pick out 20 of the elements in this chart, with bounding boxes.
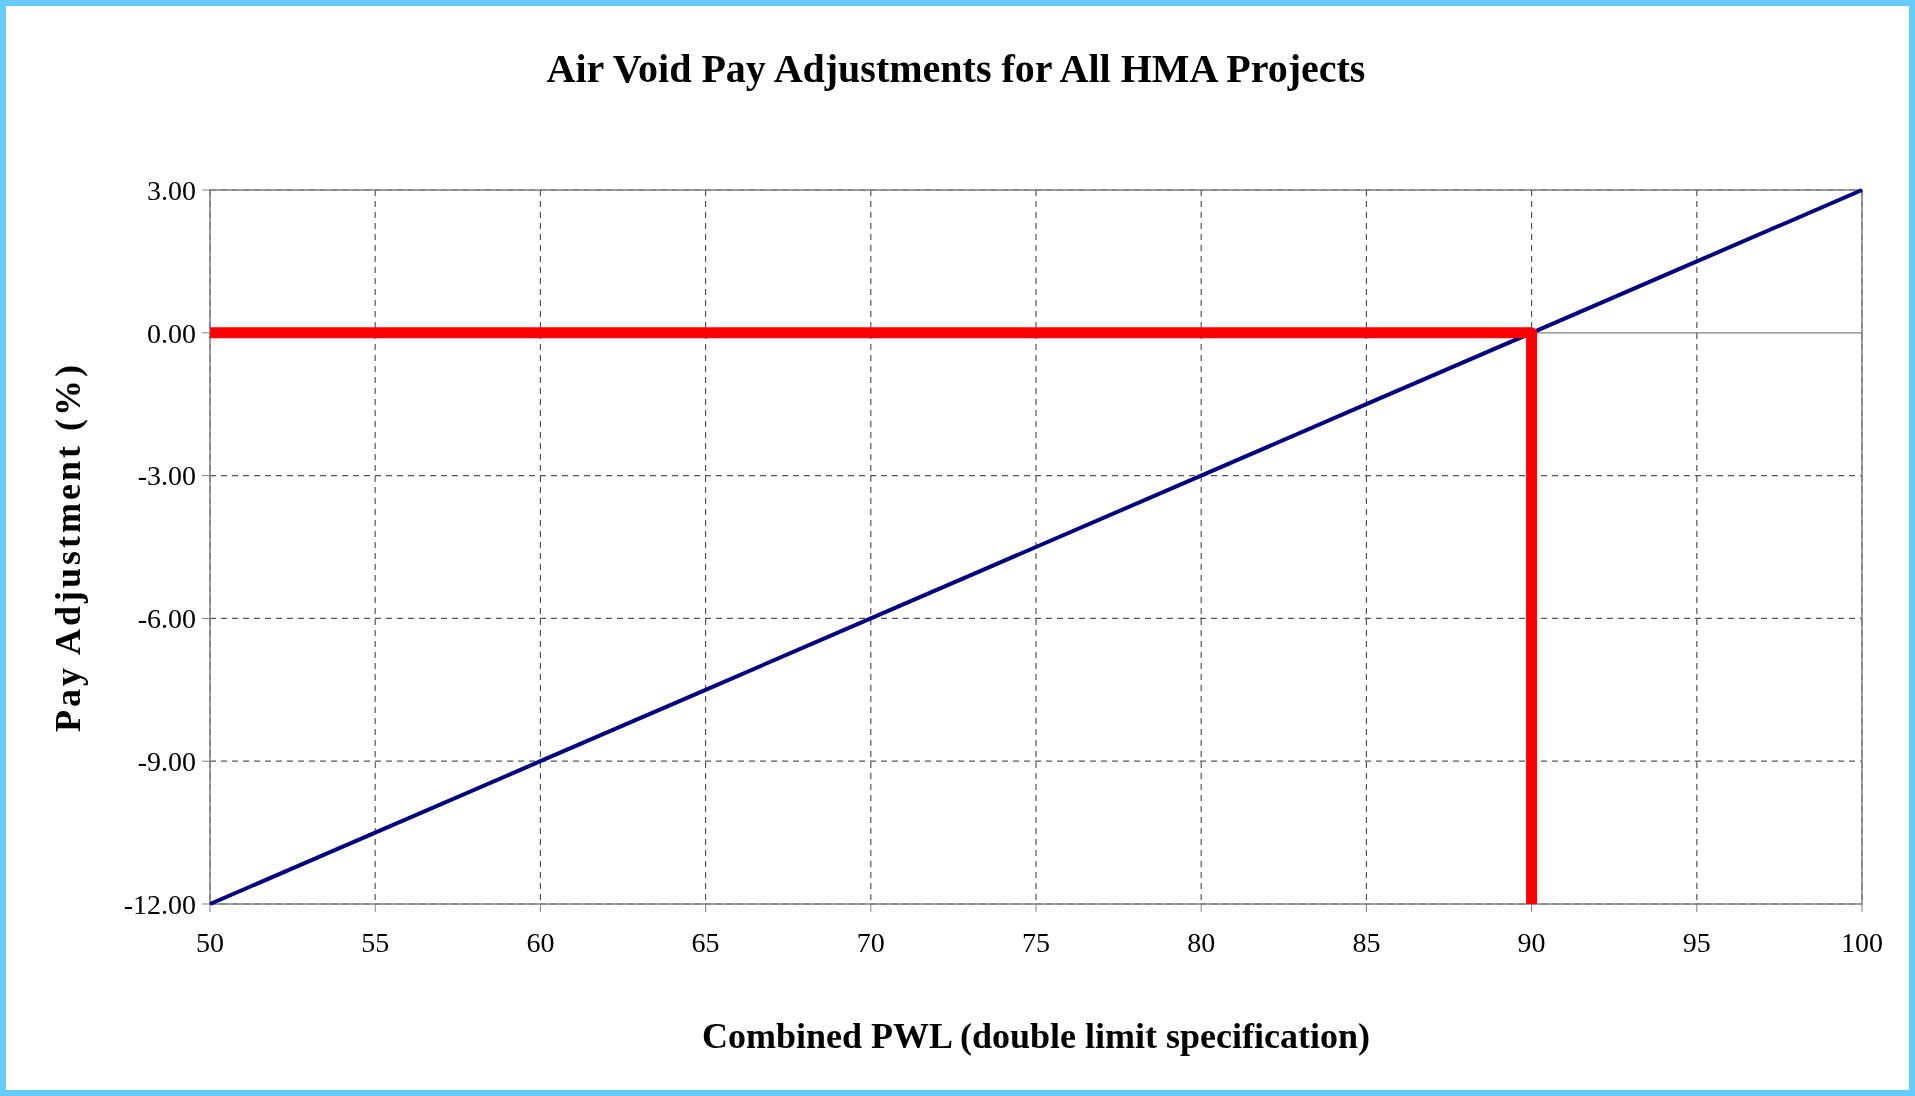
x-tick-label: 50 (196, 927, 224, 958)
x-tick-label: 80 (1187, 927, 1216, 958)
x-tick-label: 85 (1352, 927, 1381, 958)
y-tick-label: 0.00 (147, 317, 196, 349)
y-tick-label: -9.00 (137, 746, 196, 777)
x-tick-label: 60 (526, 927, 555, 958)
x-tick-label: 75 (1022, 927, 1050, 958)
x-tick-label: 55 (361, 927, 390, 958)
x-tick-label: 100 (1841, 927, 1883, 958)
y-axis-title: Pay Adjustment (%) (48, 362, 88, 732)
x-tick-label: 90 (1517, 927, 1546, 958)
x-tick-label: 65 (691, 927, 720, 958)
y-tick-label: -12.00 (123, 888, 196, 920)
x-tick-label: 70 (856, 927, 885, 958)
x-tick-label: 95 (1682, 927, 1711, 958)
x-axis-title: Combined PWL (double limit specification) (701, 1016, 1371, 1056)
y-tick-label: -6.00 (137, 603, 196, 635)
y-tick-label: 3.00 (147, 174, 196, 206)
y-tick-label: -3.00 (137, 460, 196, 492)
chart-title: Air Void Pay Adjustments for All HMA Projects (546, 46, 1366, 91)
